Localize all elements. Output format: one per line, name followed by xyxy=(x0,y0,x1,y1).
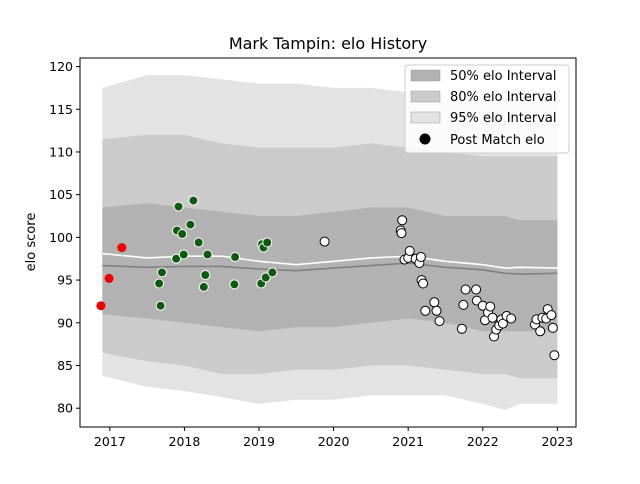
legend-swatch-50 xyxy=(410,69,441,82)
legend: 50% elo Interval 80% elo Interval 95% el… xyxy=(404,64,570,154)
interval-bands xyxy=(102,75,558,410)
data-point xyxy=(157,267,167,278)
data-point xyxy=(117,243,127,253)
data-point xyxy=(171,253,182,264)
chart-title: Mark Tampin: elo History xyxy=(229,34,427,53)
y-tick-label: 85 xyxy=(57,358,73,373)
y-tick-label: 90 xyxy=(57,315,73,330)
x-tick-label: 2019 xyxy=(243,434,275,449)
data-point xyxy=(229,279,240,290)
legend-marker-post-match xyxy=(419,133,431,145)
x-tick-label: 2018 xyxy=(169,434,201,449)
data-point xyxy=(434,316,445,327)
data-point xyxy=(396,228,407,239)
data-point xyxy=(260,272,271,283)
data-point xyxy=(458,299,469,310)
x-tick-label: 2021 xyxy=(392,434,424,449)
x-tick-label: 2023 xyxy=(541,434,573,449)
y-axis-label: elo score xyxy=(24,213,39,272)
x-tick-label: 2022 xyxy=(467,434,499,449)
data-point xyxy=(104,273,114,283)
mean-line xyxy=(102,252,558,269)
trend-lines xyxy=(102,252,558,275)
y-tick-label: 115 xyxy=(49,102,73,117)
data-point xyxy=(535,326,546,337)
y-axis: 80 85 90 95 100 105 110 115 120 xyxy=(49,59,80,416)
data-point xyxy=(549,350,560,361)
data-point xyxy=(198,281,209,292)
data-point xyxy=(202,249,213,260)
data-point xyxy=(431,305,442,316)
legend-label-50: 50% elo Interval xyxy=(450,69,557,84)
data-point xyxy=(262,237,273,248)
data-point xyxy=(188,195,199,206)
data-point xyxy=(200,270,211,280)
data-point xyxy=(404,246,415,256)
data-point xyxy=(415,252,426,262)
legend-swatch-95 xyxy=(410,111,441,124)
data-point xyxy=(506,313,517,324)
data-point xyxy=(420,305,431,316)
data-point xyxy=(173,201,184,212)
data-point xyxy=(185,219,196,230)
y-tick-label: 100 xyxy=(49,230,73,245)
axes-frame xyxy=(79,57,577,428)
data-point xyxy=(429,297,440,308)
y-tick-label: 95 xyxy=(57,273,73,288)
data-point xyxy=(178,249,189,260)
data-point xyxy=(267,267,278,278)
data-point xyxy=(177,229,188,239)
data-point xyxy=(154,278,165,289)
plot-area xyxy=(96,75,560,410)
data-point xyxy=(230,252,241,262)
post-match-points xyxy=(96,195,560,361)
legend-swatch-80 xyxy=(410,90,441,103)
data-point xyxy=(547,322,558,333)
data-point xyxy=(96,301,106,311)
legend-label-95: 95% elo Interval xyxy=(450,111,557,126)
band-50-interval xyxy=(102,203,558,332)
legend-label-80: 80% elo Interval xyxy=(450,90,557,105)
legend-label-post-match: Post Match elo xyxy=(450,133,545,148)
data-point xyxy=(319,236,330,247)
x-axis: 2017 2018 2019 2020 2021 2022 2023 xyxy=(94,427,573,449)
data-point xyxy=(397,215,408,226)
data-point xyxy=(193,237,204,248)
y-tick-label: 105 xyxy=(49,187,73,202)
data-point xyxy=(471,284,482,295)
data-point xyxy=(546,310,557,321)
x-tick-label: 2020 xyxy=(318,434,350,449)
data-point xyxy=(456,323,467,334)
data-point xyxy=(487,312,498,323)
y-tick-label: 120 xyxy=(49,59,73,74)
median-line xyxy=(102,262,558,275)
data-point xyxy=(460,284,471,295)
legend-box xyxy=(404,64,570,154)
y-tick-label: 110 xyxy=(49,144,73,159)
data-point xyxy=(155,300,166,311)
y-tick-label: 80 xyxy=(57,401,73,416)
x-tick-label: 2017 xyxy=(94,434,126,449)
data-point xyxy=(418,278,429,289)
data-point xyxy=(485,301,496,312)
